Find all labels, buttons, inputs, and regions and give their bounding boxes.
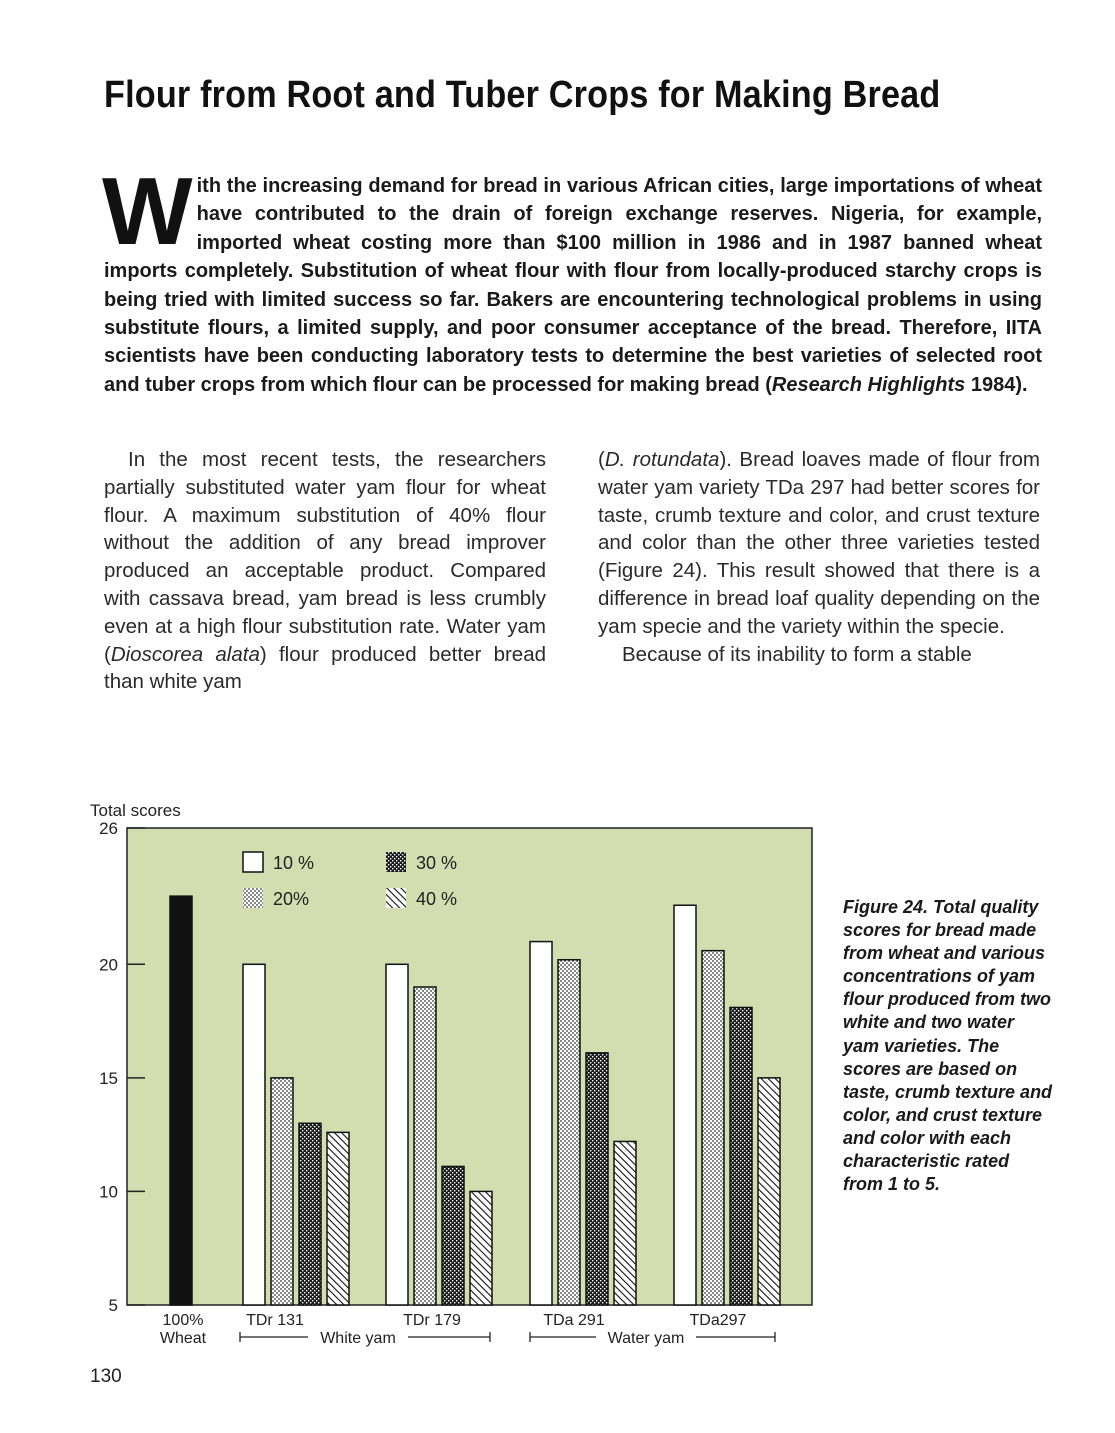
legend-label: 10 % <box>273 853 314 873</box>
legend-label: 30 % <box>416 853 457 873</box>
plot-area <box>126 827 813 1306</box>
body-text: ). Bread loaves made of flour from water… <box>598 448 1040 638</box>
drop-cap: W <box>102 158 193 265</box>
body-text: In the most recent tests, the researcher… <box>104 448 546 666</box>
bar-tdr179-3 <box>441 1165 465 1306</box>
bar-tda297-3 <box>729 1006 753 1306</box>
bar-tdr131-1 <box>242 963 266 1306</box>
legend-swatch <box>386 852 406 872</box>
bar-tda291-3 <box>585 1052 609 1306</box>
bar-tda291-2 <box>557 958 581 1306</box>
legend-swatch <box>243 888 263 908</box>
x-category-label: 100% <box>163 1312 204 1329</box>
bar-tdr179-1 <box>385 963 409 1306</box>
y-tick-label: 20 <box>99 955 118 974</box>
legend-swatch <box>386 888 406 908</box>
body-paragraph: In the most recent tests, the researcher… <box>104 446 546 696</box>
bar-tda291-4 <box>613 1140 637 1306</box>
page-number: 130 <box>90 1366 122 1387</box>
body-right-column: (D. rotundata). Bread loaves made of flo… <box>598 446 1040 668</box>
bar-tda291-1 <box>529 940 553 1306</box>
species-name: D. rotundata <box>604 448 720 471</box>
y-tick-label: 15 <box>99 1069 118 1088</box>
body-text: ) flour produced better bread than white… <box>104 642 546 694</box>
bar-tdr179-4 <box>469 1190 493 1306</box>
y-axis-title: Total scores <box>90 801 181 820</box>
legend-swatch <box>242 851 264 873</box>
y-tick-label: 10 <box>99 1182 118 1201</box>
bar-tda297-4 <box>757 1077 781 1306</box>
page-title: Flour from Root and Tuber Crops for Maki… <box>104 74 941 116</box>
legend-label: 40 % <box>416 889 457 909</box>
figure-caption: Figure 24. Total quality scores for brea… <box>843 897 1053 1195</box>
lead-tail: 1984). <box>965 373 1028 396</box>
x-category-label: TDr 179 <box>403 1312 461 1329</box>
group-label: White yam <box>320 1330 396 1347</box>
y-tick-label: 26 <box>99 819 118 838</box>
bar-tdr131-4 <box>326 1131 350 1306</box>
body-paragraph: (D. rotundata). Bread loaves made of flo… <box>598 446 1040 641</box>
lead-text: ith the increasing demand for bread in v… <box>104 175 1042 396</box>
bar-wheat <box>169 895 193 1306</box>
x-category-label: TDa297 <box>690 1312 747 1329</box>
bar-tdr179-2 <box>413 986 437 1306</box>
bar-tda297-2 <box>701 949 725 1306</box>
bar-tdr131-2 <box>270 1077 294 1306</box>
x-category-sublabel: Wheat <box>160 1330 207 1347</box>
legend-label: 20% <box>273 889 309 909</box>
x-category-label: TDa 291 <box>543 1312 604 1329</box>
group-label: Water yam <box>608 1330 685 1347</box>
body-left-column: In the most recent tests, the researcher… <box>104 446 546 696</box>
lead-italic-reference: Research Highlights <box>771 373 966 396</box>
body-paragraph: Because of its inability to form a stabl… <box>622 642 972 666</box>
bar-tdr131-3 <box>298 1122 322 1306</box>
y-tick-label: 5 <box>109 1296 118 1315</box>
bar-tda297-1 <box>673 904 697 1306</box>
species-name: Dioscorea alata <box>110 642 260 666</box>
body-text: ( <box>598 448 605 471</box>
x-category-label: TDr 131 <box>246 1312 304 1329</box>
